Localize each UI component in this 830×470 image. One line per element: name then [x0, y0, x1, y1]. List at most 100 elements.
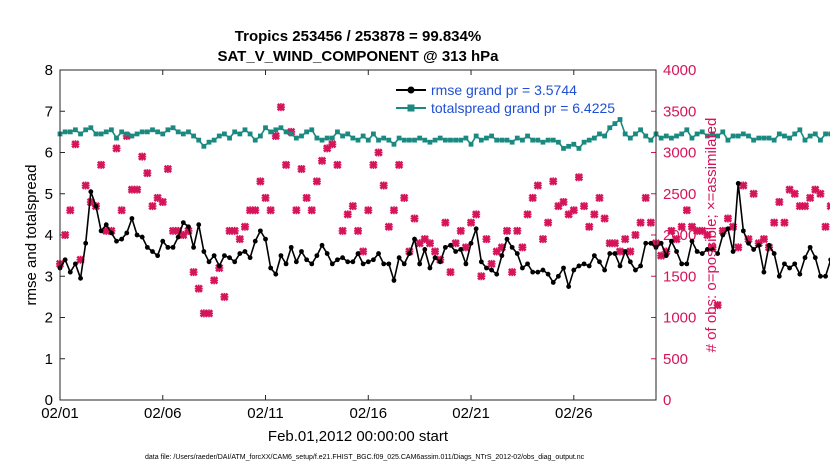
rmse-point — [437, 259, 443, 265]
obs-point — [739, 181, 748, 190]
totalspread-point — [602, 133, 608, 139]
totalspread-point — [818, 137, 823, 143]
y-right-tick-label: 1500 — [663, 268, 696, 285]
rmse-point — [273, 271, 279, 277]
totalspread-point — [633, 131, 638, 137]
rmse-point — [622, 249, 628, 254]
rmse-point — [119, 236, 125, 242]
totalspread-point — [355, 137, 361, 143]
totalspread-point — [406, 137, 412, 143]
obs-point — [143, 169, 152, 178]
rmse-point — [530, 269, 536, 275]
totalspread-point — [797, 127, 803, 133]
rmse-point — [252, 238, 258, 244]
obs-point — [112, 144, 121, 153]
totalspread-series — [57, 117, 830, 151]
rmse-point — [242, 249, 248, 254]
totalspread-point — [78, 131, 83, 137]
totalspread-point — [766, 135, 772, 141]
rmse-point — [571, 267, 577, 273]
obs-point — [451, 239, 460, 248]
rmse-point — [376, 251, 381, 256]
obs-point — [543, 218, 553, 227]
obs-point — [117, 206, 126, 215]
totalspread-point — [730, 133, 736, 139]
obs-point — [461, 243, 471, 252]
rmse-point — [165, 244, 171, 250]
totalspread-point — [638, 127, 643, 133]
rmse-point — [345, 259, 351, 265]
x-tick-label: 02/01 — [41, 405, 79, 422]
obs-point — [775, 197, 784, 207]
totalspread-point — [725, 137, 731, 143]
totalspread-point — [761, 135, 767, 141]
rmse-point — [67, 269, 73, 275]
rmse-point — [509, 244, 515, 250]
totalspread-point — [114, 135, 119, 141]
y-tick-label: 3 — [45, 268, 53, 285]
totalspread-point — [740, 131, 746, 137]
totalspread-point — [669, 135, 674, 141]
rmse-point — [257, 228, 263, 234]
obs-point — [472, 210, 481, 219]
totalspread-point — [314, 135, 320, 141]
totalspread-point — [720, 129, 726, 135]
obs-point — [400, 193, 409, 202]
totalspread-point — [257, 133, 263, 139]
obs-point — [204, 309, 214, 318]
chart-title: Tropics 253456 / 253878 = 99.834% — [235, 28, 481, 45]
obs-point — [646, 218, 655, 227]
legend: rmse grand pr = 3.5744 totalspread grand… — [396, 82, 615, 116]
totalspread-point — [751, 137, 757, 143]
rmse-point — [597, 259, 602, 265]
obs-point — [441, 218, 450, 227]
obs-point — [508, 268, 517, 277]
rmse-point — [797, 271, 803, 277]
y-axis-label-right: # of obs: o=possible; ×=assimilated — [703, 118, 720, 353]
rmse-point — [725, 226, 731, 232]
rmse-point — [391, 277, 397, 283]
obs-point — [518, 243, 527, 252]
rmse-point — [448, 242, 453, 248]
y-tick-label: 0 — [45, 392, 53, 409]
totalspread-point — [340, 133, 345, 139]
totalspread-point — [792, 131, 798, 137]
obs-point — [549, 177, 558, 186]
obs-point — [626, 247, 635, 256]
obs-point — [677, 222, 686, 231]
obs-point — [482, 235, 491, 244]
series-layer — [55, 103, 830, 318]
obs-point — [302, 193, 311, 202]
totalspread-point — [674, 133, 679, 139]
rmse-point — [720, 232, 726, 238]
rmse-point — [201, 249, 207, 254]
totalspread-point — [509, 139, 515, 145]
obs-point — [780, 218, 789, 227]
totalspread-point — [417, 135, 423, 141]
rmse-point — [704, 247, 710, 252]
obs-assimilated-series — [55, 103, 830, 318]
rmse-point — [699, 251, 705, 256]
totalspread-point — [283, 129, 289, 135]
y-right-tick-label: 3500 — [663, 103, 696, 120]
totalspread-point — [324, 135, 330, 141]
obs-point — [430, 247, 440, 256]
obs-point — [369, 160, 378, 169]
rmse-point — [186, 224, 191, 230]
totalspread-point — [180, 131, 186, 137]
plot-area — [60, 70, 656, 400]
rmse-point — [155, 253, 161, 259]
rmse-point — [478, 259, 484, 265]
y-tick-label: 1 — [45, 351, 53, 368]
totalspread-point — [216, 133, 222, 139]
totalspread-point — [93, 131, 99, 137]
totalspread-point — [67, 129, 73, 135]
rmse-point — [139, 234, 145, 240]
y-tick-label: 6 — [45, 145, 53, 162]
obs-point — [348, 202, 357, 211]
totalspread-point — [448, 137, 453, 143]
rmse-point — [638, 263, 643, 269]
totalspread-point — [689, 135, 695, 141]
